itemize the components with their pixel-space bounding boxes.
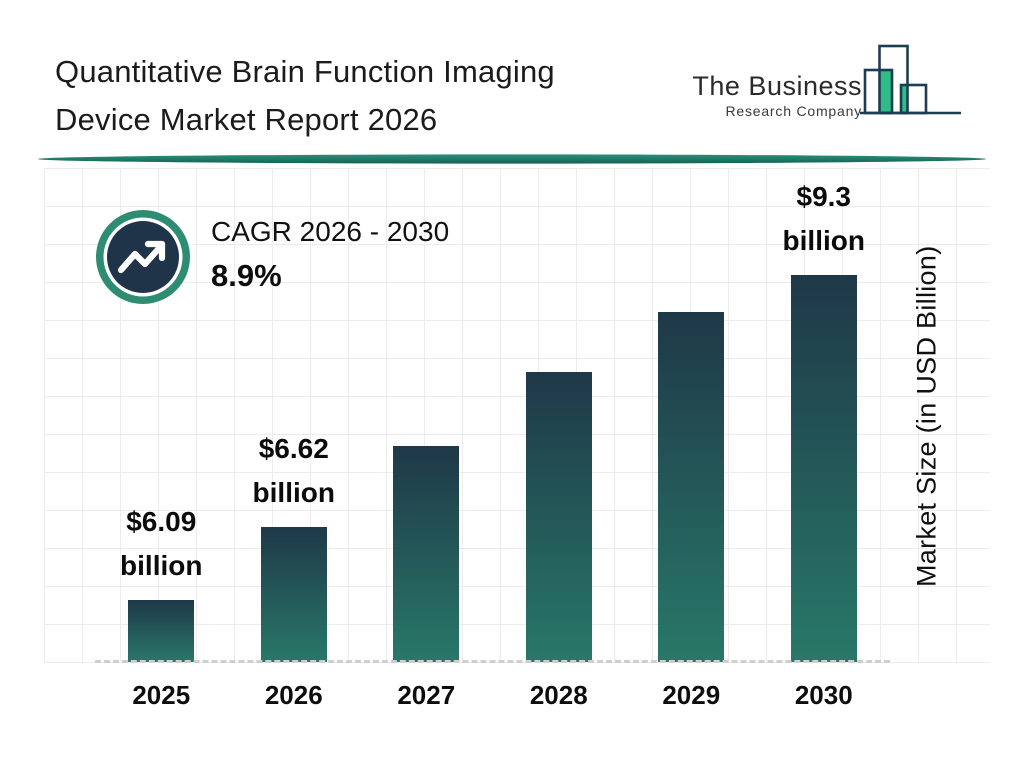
bar-chart-logo-icon <box>855 35 990 135</box>
page-title-line2: Device Market Report 2026 <box>55 102 438 137</box>
bar-column-2029 <box>625 170 758 662</box>
bar-2027 <box>393 446 460 662</box>
bar-value-label-2030: $9.3 billion <box>782 181 865 256</box>
x-axis-labels: 2025 2026 2027 2028 2029 2030 <box>95 680 890 711</box>
bar-column-2026: $6.62 billion <box>228 170 361 662</box>
y-axis-label: Market Size (in USD Billion) <box>911 245 942 587</box>
bar-2028 <box>525 372 592 662</box>
bar-column-2030: $9.3 billion <box>758 170 891 662</box>
page-title-line1: Quantitative Brain Function Imaging <box>55 54 555 89</box>
company-logo: The Business Research Company <box>692 35 990 130</box>
x-tick-2027: 2027 <box>397 680 456 710</box>
company-logo-text: The Business Research Company <box>692 71 862 119</box>
bar-2030 <box>790 275 857 662</box>
company-subname: Research Company <box>725 103 862 119</box>
cagr-label: CAGR 2026 - 2030 <box>211 216 450 247</box>
bar-2029 <box>658 312 725 662</box>
cagr-badge <box>95 209 191 305</box>
bar-2025 <box>128 600 195 662</box>
x-tick-2026: 2026 <box>264 680 323 710</box>
bar-value-label-2025: $6.09 billion <box>120 506 203 581</box>
x-tick-2029: 2029 <box>662 680 721 710</box>
bar-column-2025: $6.09 billion <box>95 170 228 662</box>
x-tick-2025: 2025 <box>132 680 191 710</box>
trending-up-icon <box>96 210 190 304</box>
page-title: Quantitative Brain Function Imaging Devi… <box>55 48 555 144</box>
cagr-text: CAGR 2026 - 2030 8.9% <box>211 216 449 294</box>
cagr-value: 8.9% <box>211 258 282 293</box>
bar-column-2028 <box>493 170 626 662</box>
bar-2026 <box>260 527 327 662</box>
bar-column-2027 <box>360 170 493 662</box>
x-axis-baseline <box>95 660 890 663</box>
company-name: The Business <box>692 71 862 101</box>
bars: $6.09 billion $6.62 billion $9.3 billion <box>95 170 890 662</box>
x-tick-2030: 2030 <box>794 680 853 710</box>
bar-value-label-2026: $6.62 billion <box>252 433 335 508</box>
x-tick-2028: 2028 <box>529 680 588 710</box>
header-divider <box>38 152 986 166</box>
